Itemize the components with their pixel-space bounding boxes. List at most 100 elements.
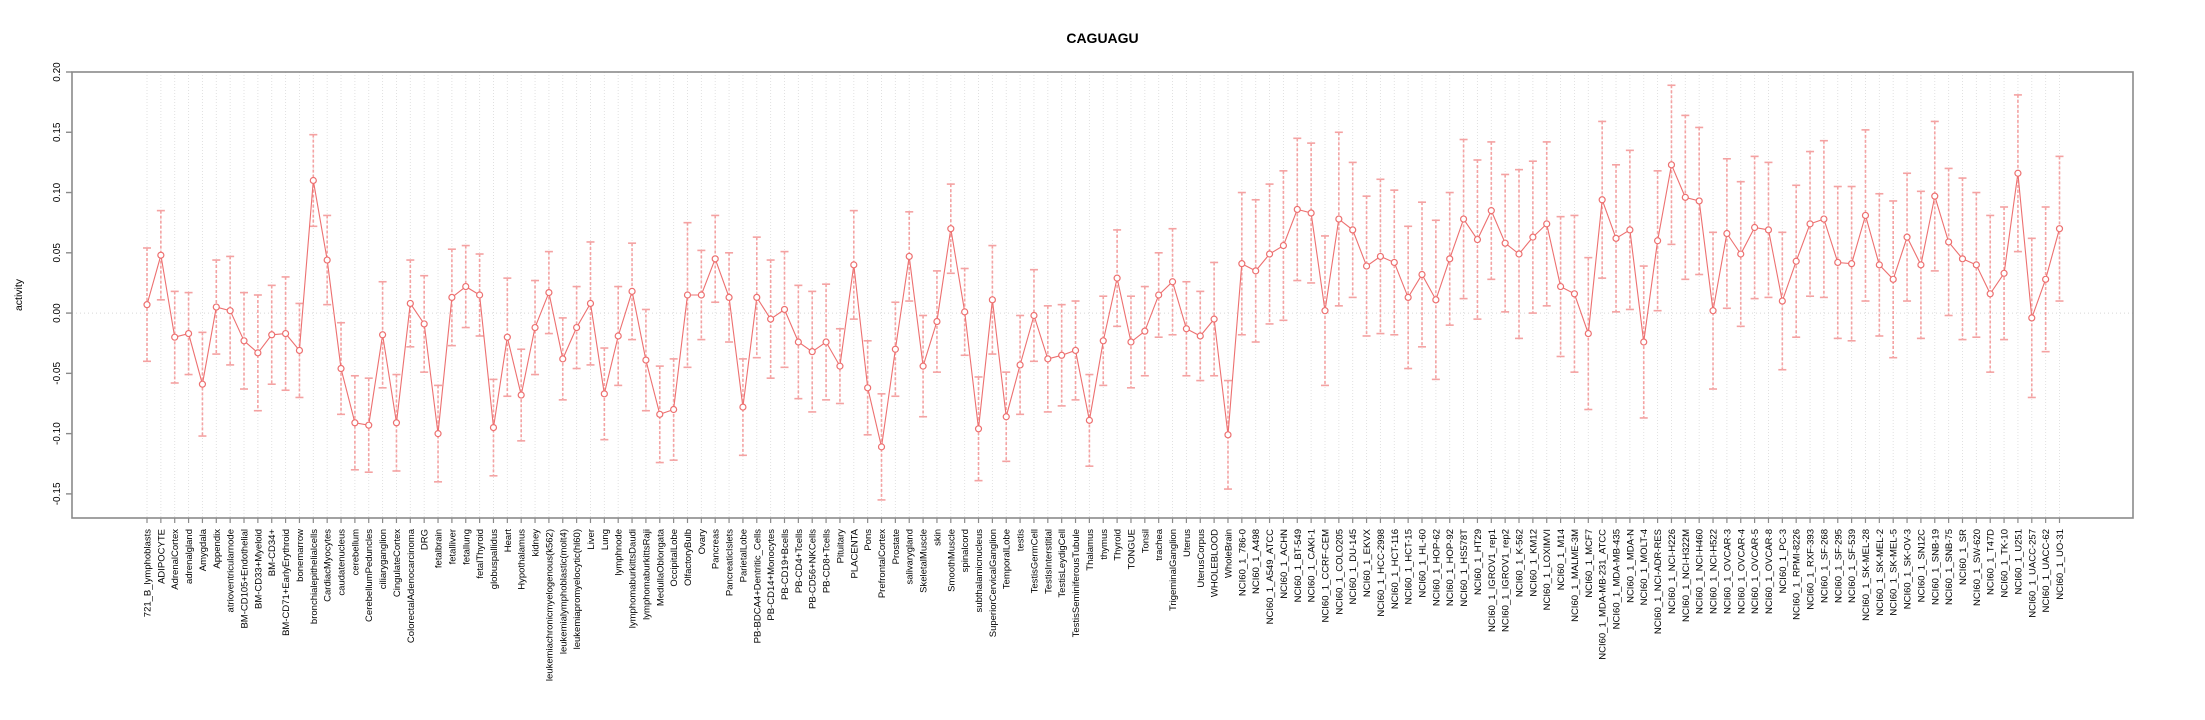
data-point [1515,250,1523,258]
data-point [1459,215,1468,223]
x-tick-label: CardiacMyocytes [323,529,334,602]
data-point [1265,250,1274,258]
x-tick-label: kidney [531,529,542,557]
data-point [254,349,262,357]
x-tick-label: bonemarrow [295,529,306,582]
x-tick-label: bronchialepithelialcells [309,529,320,624]
data-point [531,323,539,332]
data-point [1543,220,1551,228]
chart-title: CAGUAGU [1066,30,1138,46]
x-tick-label: NCI60_1_UO-31 [2055,529,2066,600]
x-tick-label: NCI60_1_MCF7 [1584,529,1595,598]
data-point [642,356,650,364]
x-tick-label: NCI60_1_ACHN [1279,529,1290,599]
x-tick-label: NCI60_1_K-562 [1515,529,1526,597]
x-tick-label: NCI60_1_KM12 [1528,529,1539,597]
x-tick-label: BM-CD33+Myeloid [253,529,264,609]
x-tick-label: SkeletalMuscle [919,529,930,593]
x-tick-label: NCI60_1_HT29 [1473,529,1484,595]
data-point [212,303,220,311]
x-tick-label: NCI60_1_SNB-19 [1930,529,1941,605]
x-tick-label: Thalamus [1085,529,1096,571]
x-tick-label: NCI60_1_CCRF-CEM [1320,529,1331,623]
data-point [753,293,761,302]
data-point [586,299,595,308]
data-point [351,419,359,427]
data-point [919,362,927,370]
x-tick-label: NCI60_1_OVCAR-5 [1750,529,1761,614]
x-tick-label: PrefrontalCortex [877,529,888,598]
x-tick-label: atrioventricularnode [226,529,237,612]
data-point [1293,205,1301,214]
x-tick-label: NCI60_1_UACC-62 [2041,529,2052,612]
x-tick-label: Amygdala [198,528,209,571]
data-point [1418,270,1426,279]
data-point [1889,275,1897,283]
data-point [1113,274,1121,282]
x-tick-label: Heart [503,529,514,553]
x-tick-label: globuspallidus [489,529,500,589]
data-point [1376,252,1385,261]
y-tick-label: 0.00 [52,303,63,323]
x-tick-label: TestisSeminiferousTubule [1071,529,1082,637]
data-point [670,405,678,414]
x-tick-label: CingulateCortex [392,529,403,597]
x-tick-label: Appendix [212,529,223,569]
data-point [2014,169,2022,177]
data-point [864,384,872,392]
data-point [1584,329,1592,338]
data-point [1556,282,1565,291]
data-point [1667,161,1676,169]
x-tick-label: NCI60_1_NCI-H226 [1667,529,1678,614]
data-point [1224,431,1232,439]
data-point [1002,413,1010,421]
x-tick-label: AdrenalCortex [170,529,181,590]
data-point [1349,226,1357,234]
x-tick-label: BM-CD34+ [267,529,278,577]
x-tick-label: NCI60_1_TK-10 [2000,529,2011,598]
x-tick-label: fetalbrain [434,529,445,568]
x-tick-label: CerebellumPeduncles [364,529,375,622]
x-tick-label: NCI60_1_RPMI-8226 [1792,529,1803,620]
x-tick-label: NCI60_1_NCI-H460 [1695,529,1706,614]
x-tick-label: TrigeminalGanglion [1168,529,1179,611]
x-tick-label: NCI60_1_MDA-MB-435 [1612,529,1623,629]
data-point [1487,207,1495,215]
x-tick-label: NCI60_1_MALME-3M [1570,529,1581,622]
x-tick-label: OlfactoryBulb [683,529,694,586]
x-tick-label: Ovary [697,529,708,555]
x-tick-label: NCI60_1_EKVX [1362,528,1373,597]
x-tick-label: TemporalLobe [1002,529,1013,589]
x-tick-label: ParietalLobe [738,529,749,582]
data-point [1529,233,1537,241]
data-point [974,425,983,433]
data-point [808,348,816,356]
x-tick-label: fetallung [461,529,472,565]
data-point [1252,267,1260,275]
x-tick-label: lymphnode [614,529,625,575]
x-tick-label: NCI60_1_BT-549 [1293,529,1304,602]
x-tick-label: NCI60_1_HS578T [1459,529,1470,607]
data-point [1695,197,1703,205]
data-point [1058,351,1066,359]
data-point [1723,229,1731,238]
x-tick-label: TestisLeydigCell [1057,529,1068,598]
y-tick-label: -0.05 [52,362,63,385]
x-tick-label: NCI60_1_SF-539 [1847,529,1858,603]
data-point [1751,223,1759,232]
data-point [1681,193,1689,201]
x-tick-label: ADIPOCYTE [156,529,167,584]
x-tick-label: NCI60_1_HCC-2998 [1376,529,1387,617]
x-tick-label: NCI60_1_NCI-H522 [1709,529,1720,614]
x-tick-label: skin [932,529,943,546]
x-tick-label: NCI60_1_MOLT-4 [1639,529,1650,605]
x-tick-label: NCI60_1_CAKI-1 [1307,529,1318,602]
x-tick-label: leukemialymphoblastic(molt4) [558,529,569,654]
data-point [933,317,941,326]
data-point [697,291,705,299]
data-point [1155,291,1163,299]
data-point [1806,220,1814,228]
x-tick-label: NCI60_1_HOP-92 [1445,529,1456,606]
x-tick-label: NCI60_1_A498 [1251,529,1262,594]
